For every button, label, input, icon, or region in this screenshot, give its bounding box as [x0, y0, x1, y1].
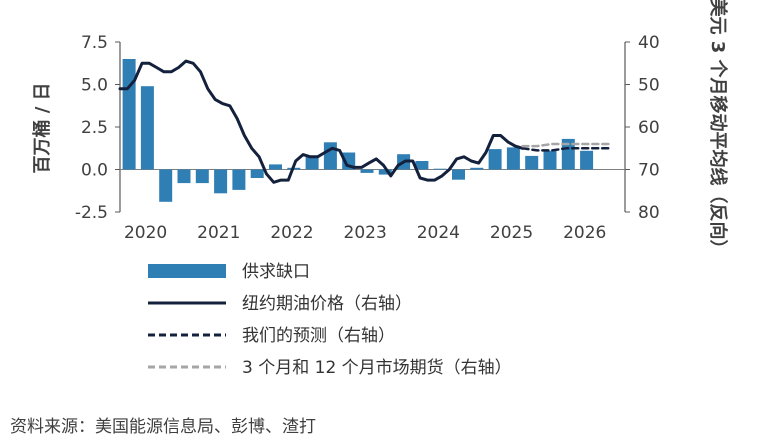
left-tick-label: 5.0 — [81, 76, 108, 96]
right-tick-label: 70 — [638, 161, 660, 181]
left-axis-ticks: 7.5 5.0 2.5 0.0 -2.5 — [75, 33, 108, 223]
gap-bar — [378, 169, 392, 175]
legend-label: 纽约期油价格（右轴） — [242, 294, 412, 314]
gap-bar — [433, 168, 447, 170]
gap-bar — [580, 150, 594, 170]
x-tick-label: 2025 — [490, 223, 533, 243]
left-tick-label: 7.5 — [81, 33, 108, 53]
left-axis-title-text: 百万桶 / 日 — [31, 82, 53, 173]
right-tick-label: 50 — [638, 76, 660, 96]
gap-bar — [561, 138, 575, 170]
right-axis-title: 美元 3 个月移动平均线（反向） — [707, 0, 729, 258]
gap-bar — [195, 169, 209, 184]
gap-bar — [525, 155, 539, 170]
right-axis-title-text: 美元 3 个月移动平均线（反向） — [707, 0, 729, 258]
right-axis-ticks: 40 50 60 70 80 — [638, 33, 660, 223]
forecast-line — [521, 147, 612, 152]
gap-bar — [543, 150, 557, 170]
x-tick-label: 2020 — [124, 223, 167, 243]
left-axis-title: 百万桶 / 日 — [31, 82, 53, 173]
right-tick-label: 40 — [638, 33, 660, 53]
x-tick-label: 2023 — [344, 223, 387, 243]
gap-bars — [122, 59, 594, 202]
x-tick-label: 2024 — [417, 223, 460, 243]
gap-bar — [415, 161, 429, 170]
legend-bar-swatch — [148, 264, 226, 278]
left-tick-label: 2.5 — [81, 118, 108, 138]
left-tick-label: 0.0 — [81, 161, 108, 181]
legend-label: 3 个月和 12 个月市场期货（右轴） — [242, 358, 512, 378]
source-note: 资料来源：美国能源信息局、彭博、渣打 — [10, 417, 316, 437]
gap-bar — [177, 169, 191, 184]
right-tick-label: 80 — [638, 203, 660, 223]
legend-label: 我们的预测（右轴） — [242, 326, 395, 346]
wti-price-line — [118, 59, 524, 184]
gap-bar — [232, 169, 246, 190]
gap-bar — [360, 169, 374, 173]
x-tick-label: 2021 — [197, 223, 240, 243]
gap-bar — [323, 142, 337, 170]
x-axis-ticks: 2020 2021 2022 2023 2024 2025 2026 — [124, 223, 606, 243]
gap-bar — [470, 167, 484, 170]
right-tick-label: 60 — [638, 118, 660, 138]
supply-demand-gap-chart: 百万桶 / 日 美元 3 个月移动平均线（反向） 7.5 5.0 2.5 0.0 -2.… — [31, 0, 729, 378]
futures-line — [521, 142, 612, 148]
gap-bar — [506, 147, 520, 170]
axes — [115, 41, 630, 213]
gap-bar — [452, 169, 465, 180]
legend-label: 供求缺口 — [242, 262, 310, 282]
x-tick-label: 2022 — [270, 223, 313, 243]
price-lines — [118, 59, 612, 184]
gap-bar — [140, 86, 154, 170]
gap-bar — [269, 164, 282, 170]
gap-bar — [159, 169, 173, 202]
gap-bar — [488, 149, 502, 170]
x-tick-label: 2026 — [563, 223, 606, 243]
gap-bar — [305, 155, 319, 170]
gap-bar — [214, 169, 228, 194]
gap-bar — [250, 169, 264, 178]
left-tick-label: -2.5 — [75, 203, 108, 223]
gap-bar — [122, 59, 136, 170]
